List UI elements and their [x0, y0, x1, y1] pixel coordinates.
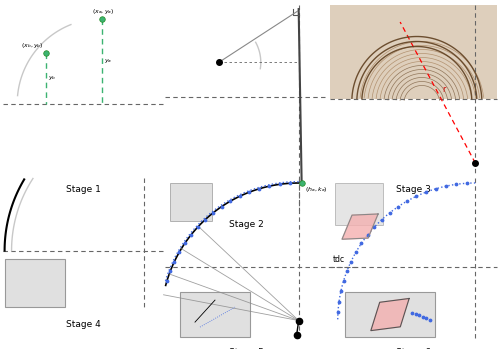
Text: Stage 5: Stage 5: [229, 348, 264, 349]
Point: [246, 190, 254, 195]
Point: [181, 241, 189, 246]
Point: [419, 314, 427, 320]
Point: [352, 250, 360, 255]
Point: [422, 190, 430, 195]
Point: [358, 241, 366, 246]
Point: [426, 317, 434, 322]
Point: [194, 224, 202, 230]
Text: Stage 4: Stage 4: [66, 320, 100, 329]
Text: $(x_b, y_b)$: $(x_b, y_b)$: [22, 40, 44, 50]
Point: [166, 268, 174, 274]
Point: [432, 186, 440, 192]
Bar: [330, 5, 497, 98]
Point: [218, 204, 226, 209]
Point: [255, 186, 263, 192]
Point: [337, 288, 345, 294]
Polygon shape: [371, 298, 409, 331]
Point: [209, 210, 217, 216]
Point: [416, 313, 424, 318]
Point: [394, 204, 402, 209]
Point: [386, 210, 394, 216]
Bar: [180, 292, 250, 337]
Point: [201, 217, 209, 222]
Text: Stage 1: Stage 1: [66, 185, 100, 194]
Text: Stage 6: Stage 6: [396, 348, 431, 349]
Point: [408, 310, 416, 315]
Text: $y_a$: $y_a$: [104, 57, 112, 65]
Text: $(h_a, k_a)$: $(h_a, k_a)$: [304, 185, 328, 194]
Point: [422, 315, 430, 321]
Point: [170, 259, 178, 265]
Point: [236, 193, 244, 199]
Polygon shape: [342, 214, 378, 239]
Bar: [335, 183, 383, 225]
Point: [452, 181, 460, 187]
Point: [442, 183, 450, 189]
Point: [334, 309, 342, 315]
Point: [412, 311, 420, 317]
Point: [335, 299, 343, 304]
Point: [163, 278, 171, 284]
Bar: [5, 259, 65, 307]
Text: r: r: [442, 86, 446, 95]
Text: Stage 2: Stage 2: [229, 220, 264, 229]
Point: [266, 183, 274, 189]
Point: [340, 278, 347, 284]
Text: $y_b$: $y_b$: [48, 74, 56, 82]
Point: [276, 181, 283, 187]
Point: [462, 180, 470, 186]
Text: $(x_a, y_a)$: $(x_a, y_a)$: [92, 7, 114, 16]
Point: [175, 250, 183, 255]
Text: tdc: tdc: [333, 255, 345, 264]
Point: [347, 259, 355, 265]
Point: [286, 180, 294, 186]
Point: [187, 232, 195, 238]
Bar: [345, 292, 435, 337]
Point: [412, 193, 420, 199]
Point: [343, 268, 351, 274]
Point: [403, 198, 411, 204]
Bar: [170, 183, 212, 221]
Point: [226, 198, 234, 204]
Point: [364, 232, 372, 238]
Point: [370, 224, 378, 230]
Text: Stage 3: Stage 3: [396, 185, 431, 194]
Point: [378, 217, 386, 222]
